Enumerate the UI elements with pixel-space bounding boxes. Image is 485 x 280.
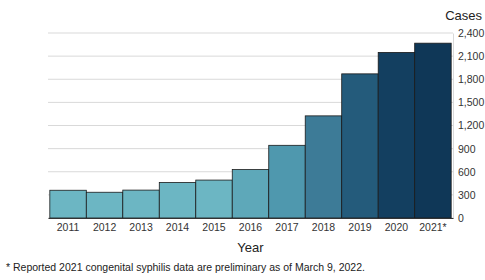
bar	[342, 74, 378, 218]
bar	[196, 180, 232, 218]
y-tick: 2,400	[453, 27, 484, 39]
bar	[159, 182, 195, 218]
x-axis-title: Year	[237, 240, 264, 255]
x-tick: 2014	[166, 218, 190, 233]
x-tick: 2011	[57, 218, 80, 233]
y-tick: 1,200	[453, 119, 484, 131]
y-tick: 300	[453, 189, 476, 201]
y-axis-title: Cases	[445, 8, 482, 23]
y-tick-label: 300	[458, 189, 476, 201]
x-tick-label: 2019	[348, 221, 372, 233]
x-tick-label: 2011	[57, 221, 80, 233]
x-tick-label: 2017	[275, 221, 299, 233]
x-tick-label: 2016	[239, 221, 263, 233]
y-tick: 2,100	[453, 50, 484, 62]
y-tick-label: 2,100	[458, 50, 484, 62]
bars	[50, 43, 451, 218]
x-tick-label: 2012	[93, 221, 117, 233]
x-tick: 2020	[385, 218, 409, 233]
y-tick-label: 600	[458, 166, 476, 178]
y-tick-label: 1,200	[458, 119, 484, 131]
y-tick-label: 1,500	[458, 96, 484, 108]
x-tick: 2017	[275, 218, 299, 233]
bar	[123, 190, 159, 218]
bar	[305, 116, 341, 218]
bar	[378, 52, 414, 218]
x-tick: 2018	[312, 218, 336, 233]
x-axis: 2011 2012 2013 2014 2015 2016 2017 2018 2019 2020…	[49, 218, 454, 233]
x-tick-label: 2018	[312, 221, 336, 233]
y-tick: 1,800	[453, 73, 484, 85]
x-axis-line	[49, 218, 454, 219]
y-axis: 0 300 600 900 1,200 1,500 1,800 2,100 2,400	[453, 27, 484, 224]
bar	[86, 192, 122, 218]
y-tick-label: 900	[458, 142, 476, 154]
x-tick-label: 2013	[129, 221, 153, 233]
bar	[415, 43, 451, 218]
x-tick-label: 2015	[202, 221, 226, 233]
x-tick: 2019	[348, 218, 372, 233]
bar	[232, 170, 268, 218]
y-tick-label: 2,400	[458, 27, 484, 39]
y-tick: 0	[453, 212, 464, 224]
x-tick: 2021*	[419, 218, 446, 233]
x-tick-label: 2021*	[419, 221, 446, 233]
y-tick: 600	[453, 166, 476, 178]
bar	[50, 190, 86, 218]
grid-line	[48, 33, 453, 34]
footnote: * Reported 2021 congenital syphilis data…	[6, 261, 365, 273]
y-tick-label: 0	[458, 212, 464, 224]
x-tick: 2013	[129, 218, 153, 233]
x-tick-label: 2020	[385, 221, 409, 233]
x-tick: 2015	[202, 218, 226, 233]
y-tick: 900	[453, 142, 476, 154]
x-tick-label: 2014	[166, 221, 190, 233]
grid	[48, 33, 453, 218]
bar	[269, 145, 305, 218]
y-tick-label: 1,800	[458, 73, 484, 85]
x-tick: 2012	[93, 218, 117, 233]
y-axis-line	[453, 34, 454, 219]
x-tick: 2016	[239, 218, 263, 233]
y-tick: 1,500	[453, 96, 484, 108]
chart: 03006009001,2001,5001,8002,1002,40020112…	[0, 0, 485, 280]
plot: 03006009001,2001,5001,8002,1002,40020112…	[48, 27, 484, 234]
